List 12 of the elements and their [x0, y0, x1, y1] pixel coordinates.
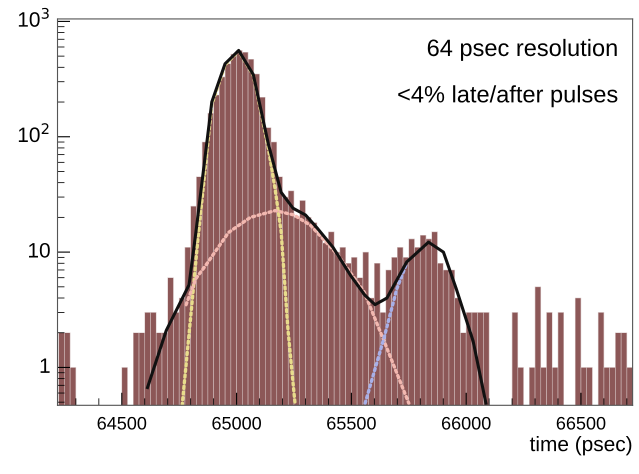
- y-tick-label: 1: [40, 358, 50, 373]
- x-tick-label: 65500: [327, 416, 376, 430]
- annotation: <4% late/after pulses: [398, 85, 618, 108]
- y-tick-label: 10$^{3}$: [18, 8, 49, 27]
- x-tick-label: 66000: [442, 416, 491, 430]
- y-tick-label: 10: [29, 242, 50, 258]
- y-tick-label: 10$^{2}$: [18, 123, 48, 142]
- x-tick-label: 66500: [556, 416, 606, 430]
- x-tick-label: 65000: [212, 416, 261, 430]
- x-tick-label: 64500: [98, 416, 146, 430]
- x-axis-title: time (psec): [530, 436, 632, 456]
- annotation: 64 psec resolution: [428, 38, 617, 61]
